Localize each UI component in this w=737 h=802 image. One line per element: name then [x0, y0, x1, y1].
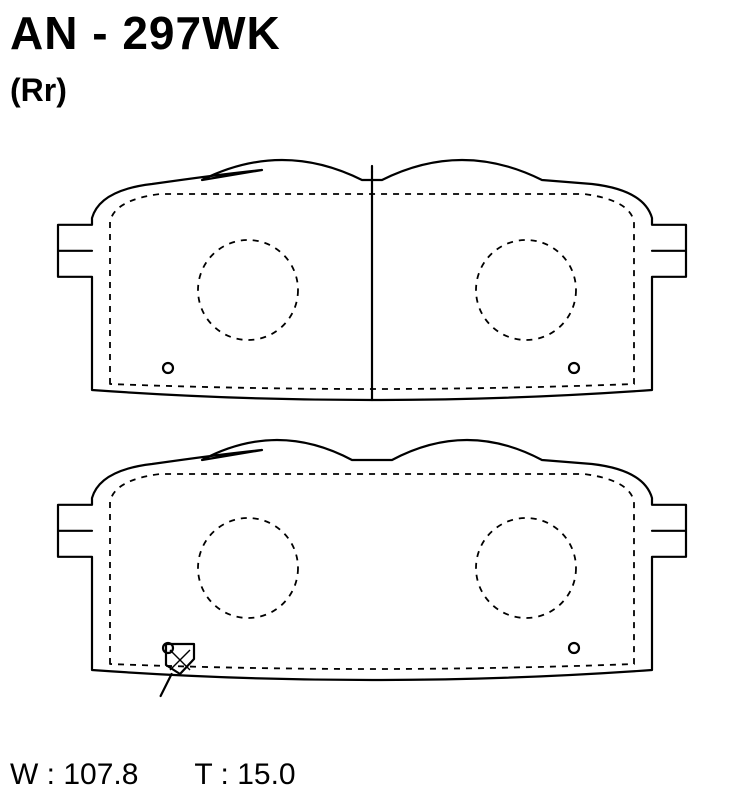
brake-pad-diagram: [48, 150, 696, 710]
dimension-width: W : 107.8: [10, 758, 138, 792]
part-number: AN - 297WK: [10, 6, 281, 60]
dimension-thickness: T : 15.0: [194, 758, 295, 792]
position-label: (Rr): [10, 72, 67, 109]
dimensions-row: W : 107.8 T : 15.0: [10, 758, 296, 792]
